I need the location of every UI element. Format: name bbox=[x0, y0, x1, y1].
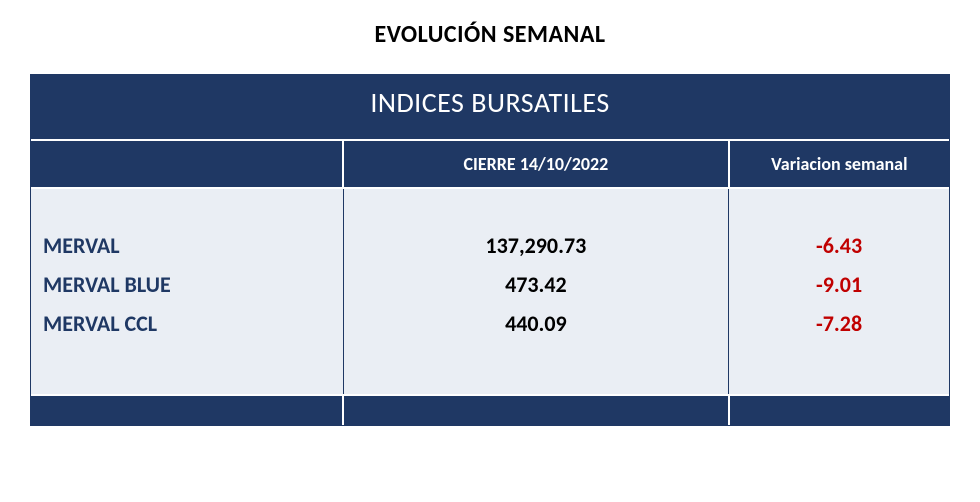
cell-label: MERVAL CCL bbox=[31, 304, 343, 343]
table-title-row: INDICES BURSATILES bbox=[31, 75, 949, 130]
cell-close: 137,290.73 bbox=[343, 226, 729, 265]
cell-label: MERVAL BLUE bbox=[31, 265, 343, 304]
page-title: EVOLUCIÓN SEMANAL bbox=[30, 20, 950, 49]
cell-close: 440.09 bbox=[343, 304, 729, 343]
table-header-row: CIERRE 14/10/2022 Variacion semanal bbox=[31, 140, 949, 188]
indices-table: INDICES BURSATILES CIERRE 14/10/2022 Var… bbox=[31, 75, 949, 425]
column-header-close: CIERRE 14/10/2022 bbox=[343, 140, 729, 188]
indices-table-container: INDICES BURSATILES CIERRE 14/10/2022 Var… bbox=[30, 74, 950, 426]
cell-variation: -7.28 bbox=[729, 304, 949, 343]
spacer-row bbox=[31, 188, 949, 226]
cell-label: MERVAL bbox=[31, 226, 343, 265]
cell-variation: -6.43 bbox=[729, 226, 949, 265]
table-title: INDICES BURSATILES bbox=[31, 75, 949, 130]
table-row: MERVAL CCL 440.09 -7.28 bbox=[31, 304, 949, 343]
spacer-row bbox=[31, 343, 949, 395]
cell-close: 473.42 bbox=[343, 265, 729, 304]
table-footer-row bbox=[31, 395, 949, 425]
column-header-label bbox=[31, 140, 343, 188]
cell-variation: -9.01 bbox=[729, 265, 949, 304]
spacer-row bbox=[31, 130, 949, 140]
table-row: MERVAL BLUE 473.42 -9.01 bbox=[31, 265, 949, 304]
table-row: MERVAL 137,290.73 -6.43 bbox=[31, 226, 949, 265]
column-header-variation: Variacion semanal bbox=[729, 140, 949, 188]
